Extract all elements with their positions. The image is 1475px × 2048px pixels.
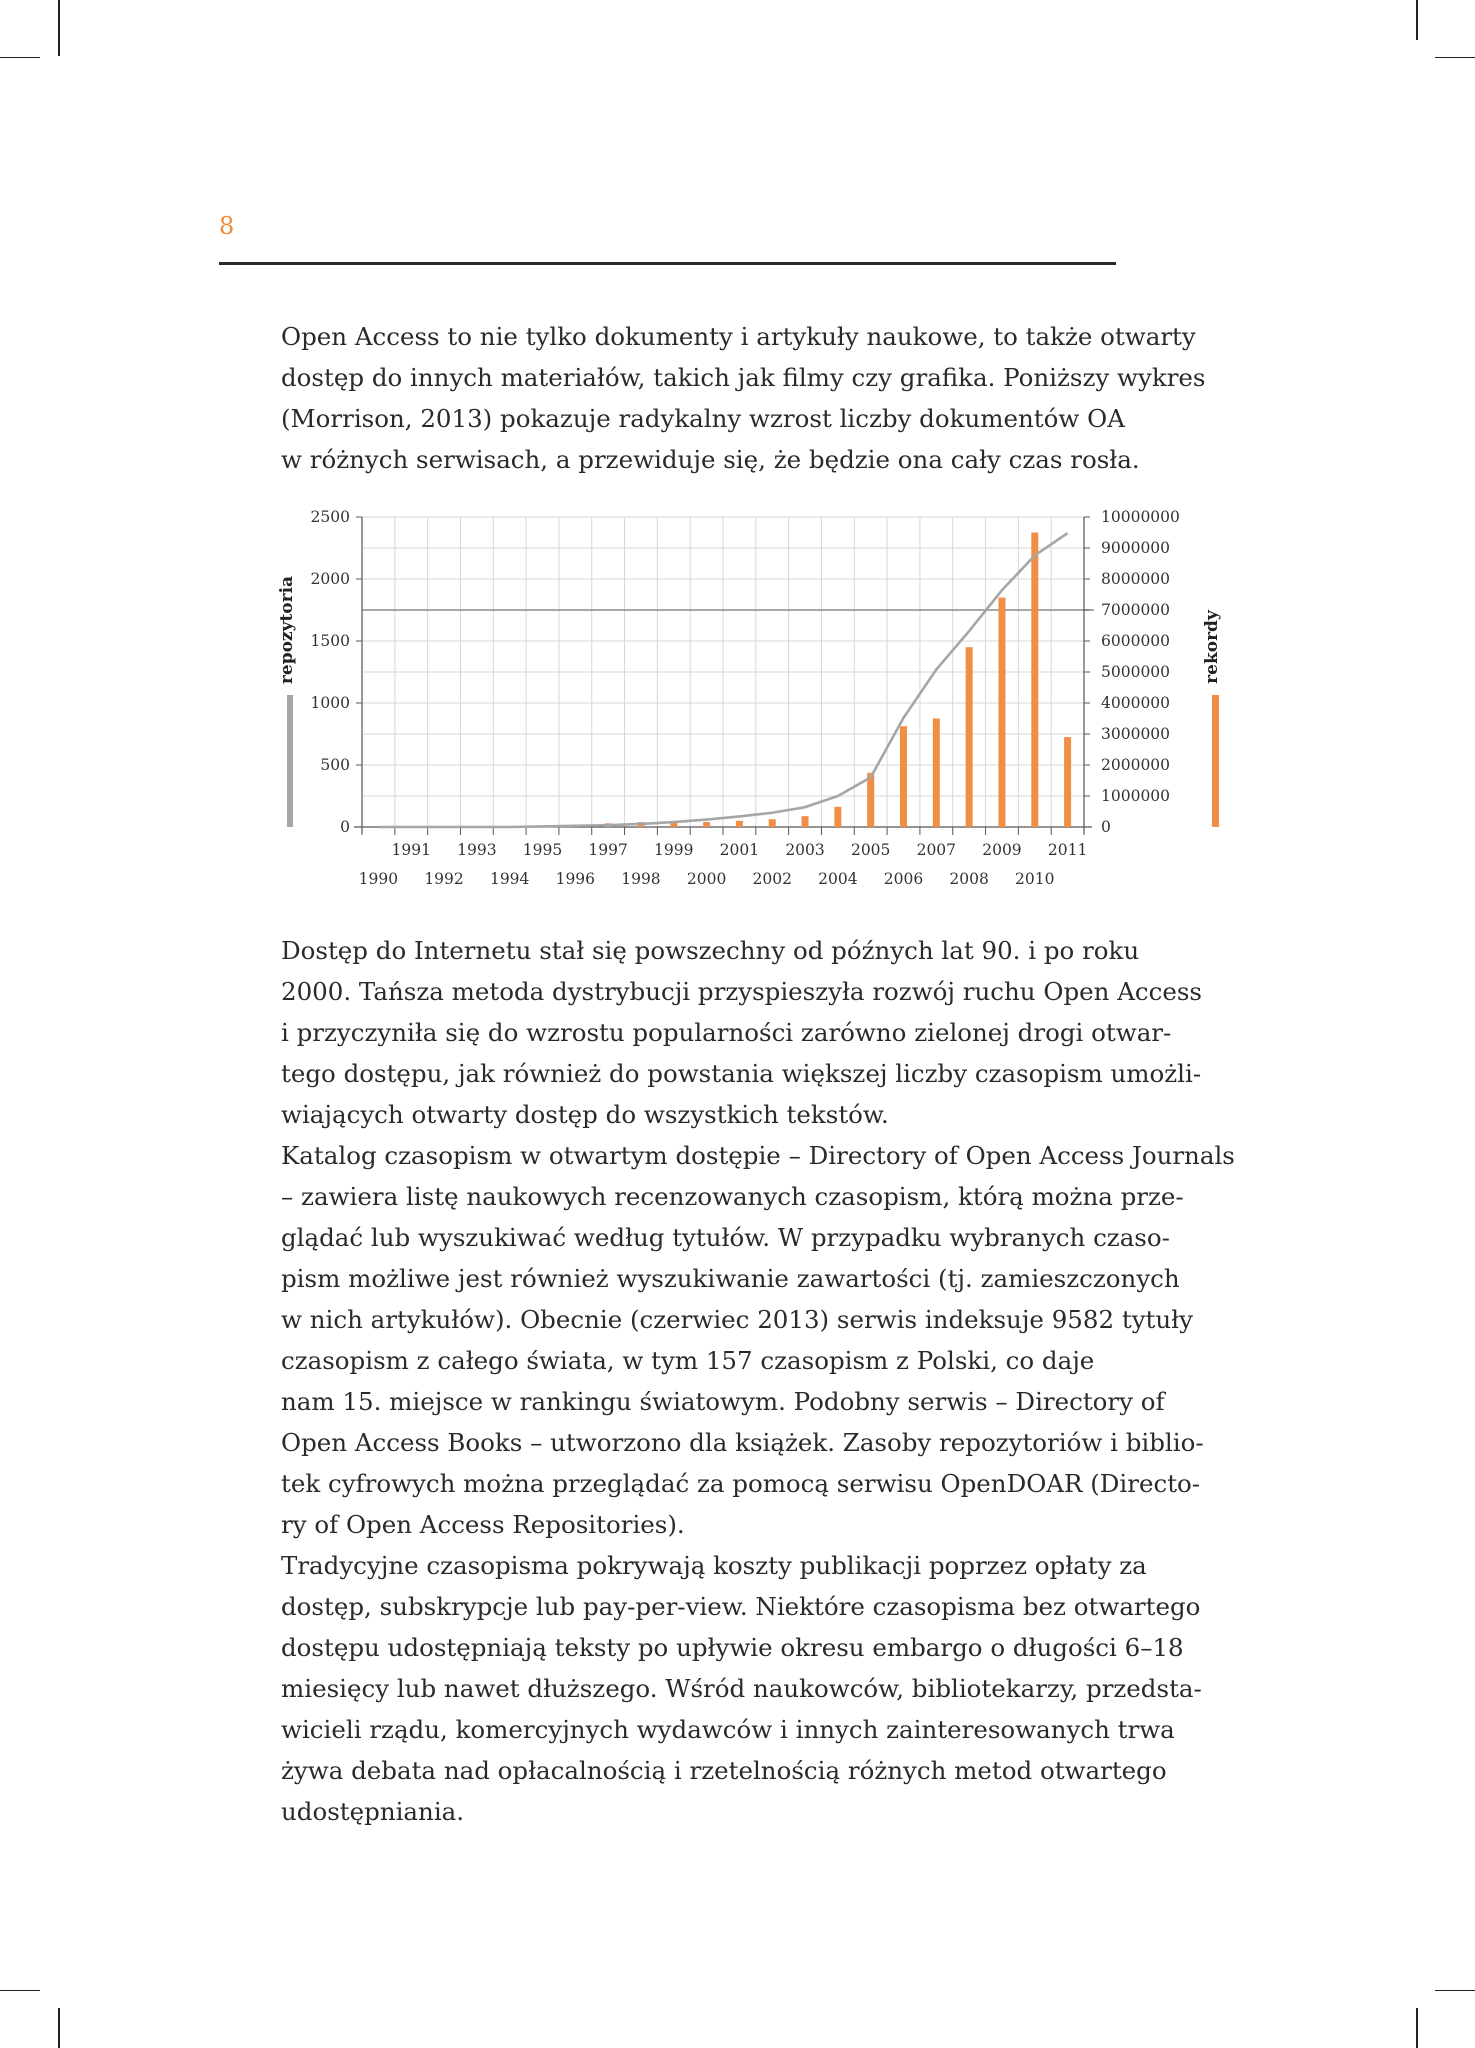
header-rule [219,262,1116,265]
right-tick-label: 5000000 [1101,663,1170,681]
x-tick-label-lower: 2006 [884,870,923,888]
right-tick-label: 10000000 [1101,508,1180,526]
x-tick-label-lower: 1990 [359,870,398,888]
right-tick-label: 9000000 [1101,539,1170,557]
x-tick-label-lower: 1992 [424,870,463,888]
bar-rekordy [867,773,874,827]
body-text-line: tek cyfrowych można przeglądać za pomocą… [281,1463,1121,1504]
x-tick-label-upper: 2003 [785,841,824,859]
page-number: 8 [219,212,234,240]
x-tick-label-lower: 2000 [687,870,726,888]
body-text-line: wicieli rządu, komercyjnych wydawców i i… [281,1709,1121,1750]
body-text-line: ry of Open Access Repositories). [281,1504,1121,1545]
x-tick-label-upper: 2011 [1048,841,1087,859]
x-tick-label-upper: 1999 [654,841,693,859]
x-tick-label-upper: 2005 [851,841,890,859]
bar-rekordy [998,598,1005,827]
legend-swatch-rekordy [1212,695,1219,827]
x-tick-label-upper: 2009 [982,841,1021,859]
left-tick-label: 0 [340,818,350,836]
crop-mark [1435,57,1475,58]
bar-rekordy [703,822,710,827]
crop-mark [58,0,60,56]
right-tick-label: 4000000 [1101,694,1170,712]
x-tick-label-lower: 2008 [949,870,988,888]
intro-text-line: Open Access to nie tylko dokumenty i art… [281,316,1121,357]
left-tick-label: 1500 [311,632,350,650]
bar-rekordy [834,807,841,827]
bar-rekordy [736,821,743,827]
x-tick-label-upper: 1993 [457,841,496,859]
left-tick-label: 500 [320,756,350,774]
bar-rekordy [933,719,940,828]
body-text-line: w nich artykułów). Obecnie (czerwiec 201… [281,1299,1121,1340]
left-tick-label: 1000 [311,694,350,712]
intro-paragraph: Open Access to nie tylko dokumenty i art… [281,316,1121,480]
crop-mark [0,1990,40,1991]
right-axis-title: rekordy [1202,609,1222,684]
body-text-line: nam 15. miejsce w rankingu światowym. Po… [281,1381,1121,1422]
body-text-line: glądać lub wyszukiwać według tytułów. W … [281,1217,1121,1258]
body-text-line: i przyczyniła się do wzrostu popularnośc… [281,1012,1121,1053]
x-tick-label-lower: 2002 [753,870,792,888]
body-text-line: Open Access Books – utworzono dla książe… [281,1422,1121,1463]
body-text-line: – zawiera listę naukowych recenzowanych … [281,1176,1121,1217]
x-tick-label-lower: 1994 [490,870,530,888]
x-tick-label-upper: 2001 [720,841,759,859]
bar-rekordy [802,816,809,827]
legend-swatch-repozytoria [287,695,293,827]
body-text-line: pism możliwe jest również wyszukiwanie z… [281,1258,1121,1299]
x-tick-label-lower: 1998 [621,870,660,888]
body-text-line: dostępu udostępniają teksty po upływie o… [281,1627,1121,1668]
right-tick-label: 3000000 [1101,725,1170,743]
crop-mark [1416,0,1418,40]
body-text-line: Dostęp do Internetu stał się powszechny … [281,930,1121,971]
left-tick-label: 2500 [311,508,350,526]
body-text-line: żywa debata nad opłacalnością i rzetelno… [281,1750,1121,1791]
body-text-line: tego dostępu, jak również do powstania w… [281,1053,1121,1094]
left-axis-title: repozytoria [277,576,297,684]
right-tick-label: 1000000 [1101,787,1170,805]
bar-rekordy [966,647,973,827]
x-tick-label-upper: 1997 [588,841,627,859]
intro-text-line: (Morrison, 2013) pokazuje radykalny wzro… [281,398,1121,439]
body-text: Dostęp do Internetu stał się powszechny … [281,930,1121,1832]
body-text-line: miesięcy lub nawet dłuższego. Wśród nauk… [281,1668,1121,1709]
right-tick-label: 6000000 [1101,632,1170,650]
crop-mark [1435,1990,1475,1991]
bar-rekordy [900,726,907,827]
crop-mark [58,2008,60,2048]
bar-rekordy [1031,533,1038,828]
left-tick-label: 2000 [311,570,350,588]
crop-mark [1416,2008,1418,2048]
body-text-line: dostęp, subskrypcje lub pay-per-view. Ni… [281,1586,1121,1627]
right-tick-label: 7000000 [1101,601,1170,619]
x-tick-label-upper: 1995 [523,841,562,859]
bar-rekordy [1064,737,1071,827]
oa-growth-chart: 0 500 1000 1500 2000 2500 0 1000000 2000000 30000… [262,500,1262,910]
body-text-line: Katalog czasopism w otwartym dostępie – … [281,1135,1121,1176]
body-text-line: udostępniania. [281,1791,1121,1832]
bar-rekordy [769,819,776,827]
right-tick-label: 2000000 [1101,756,1170,774]
x-tick-label-lower: 2004 [818,870,858,888]
right-tick-label: 8000000 [1101,570,1170,588]
body-text-line: wiających otwarty dostęp do wszystkich t… [281,1094,1121,1135]
x-tick-label-lower: 1996 [556,870,595,888]
body-text-line: 2000. Tańsza metoda dystrybucji przyspie… [281,971,1121,1012]
x-tick-label-upper: 1991 [392,841,431,859]
body-text-line: Tradycyjne czasopisma pokrywają koszty p… [281,1545,1121,1586]
body-text-line: czasopism z całego świata, w tym 157 cza… [281,1340,1121,1381]
x-tick-label-lower: 2010 [1015,870,1054,888]
intro-text-line: w różnych serwisach, a przewiduje się, ż… [281,439,1121,480]
intro-text-line: dostęp do innych materiałów, takich jak … [281,357,1121,398]
crop-mark [0,57,40,58]
x-tick-label-upper: 2007 [917,841,956,859]
right-tick-label: 0 [1101,818,1111,836]
